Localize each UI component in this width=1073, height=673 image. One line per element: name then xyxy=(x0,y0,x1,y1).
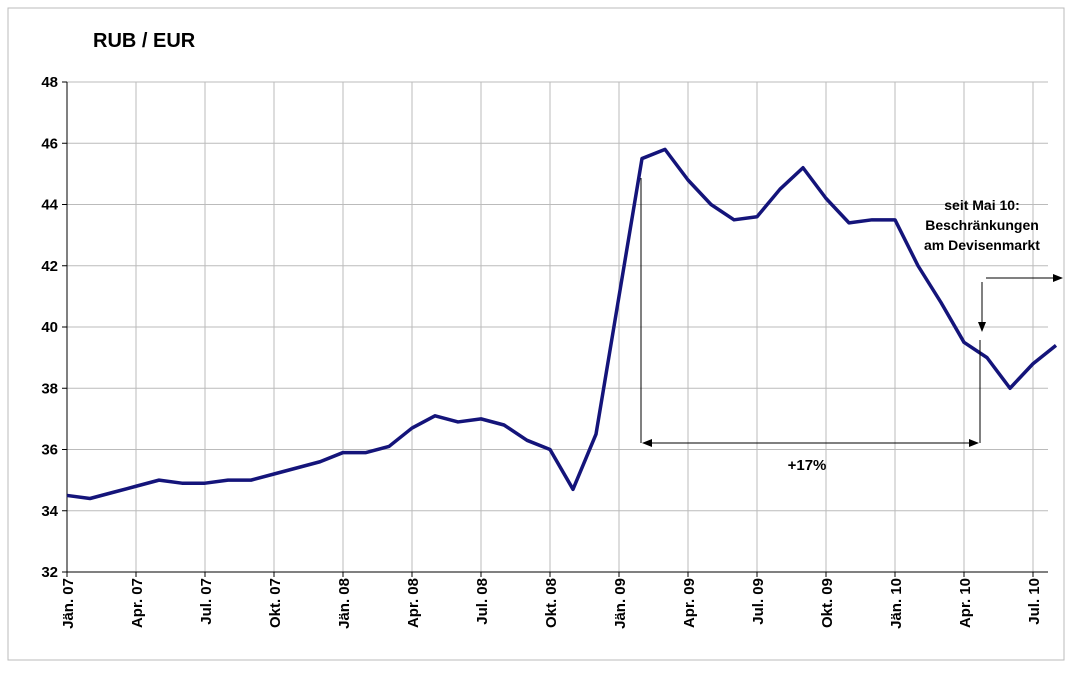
x-tick-label: Okt. 09 xyxy=(819,578,836,628)
x-tick-label: Apr. 08 xyxy=(405,578,422,628)
x-tick-label: Apr. 10 xyxy=(957,578,974,628)
x-tick-label: Okt. 08 xyxy=(543,578,560,628)
y-tick-label: 36 xyxy=(41,442,58,459)
x-tick-label: Jän. 08 xyxy=(336,578,353,629)
x-tick-label: Jul. 09 xyxy=(750,578,767,625)
annotation: +17% xyxy=(788,457,827,474)
y-tick-label: 32 xyxy=(41,564,58,581)
x-tick-label: Apr. 09 xyxy=(681,578,698,628)
annotation: seit Mai 10: xyxy=(944,197,1019,213)
x-tick-label: Jul. 08 xyxy=(474,578,491,625)
x-tick-label: Jän. 10 xyxy=(888,578,905,629)
plot-area: 32 34 36 38 40 42 44 46 48 Jän. 07 Apr. 07 Jul. 07 O… xyxy=(41,74,1058,629)
chart-title: RUB / EUR xyxy=(93,30,196,52)
x-tick-label: Jul. 07 xyxy=(198,578,215,625)
x-tick-label: Jän. 07 xyxy=(60,578,77,629)
y-tick-label: 46 xyxy=(41,135,58,152)
x-tick-label: Jän. 09 xyxy=(612,578,629,629)
y-tick-label: 38 xyxy=(41,380,58,397)
data-line xyxy=(66,147,1058,501)
annotation: Beschränkungen xyxy=(925,217,1039,233)
annotation: am Devisenmarkt xyxy=(924,237,1040,253)
y-tick-label: 44 xyxy=(41,197,58,214)
x-tick-label: Apr. 07 xyxy=(129,578,146,628)
y-tick-label: 42 xyxy=(41,258,58,275)
y-tick-label: 34 xyxy=(41,503,58,520)
y-tick-label: 40 xyxy=(41,319,58,336)
x-tick-label: Okt. 07 xyxy=(267,578,284,628)
x-tick-label: Jul. 10 xyxy=(1026,578,1043,625)
y-tick-label: 48 xyxy=(41,74,58,91)
